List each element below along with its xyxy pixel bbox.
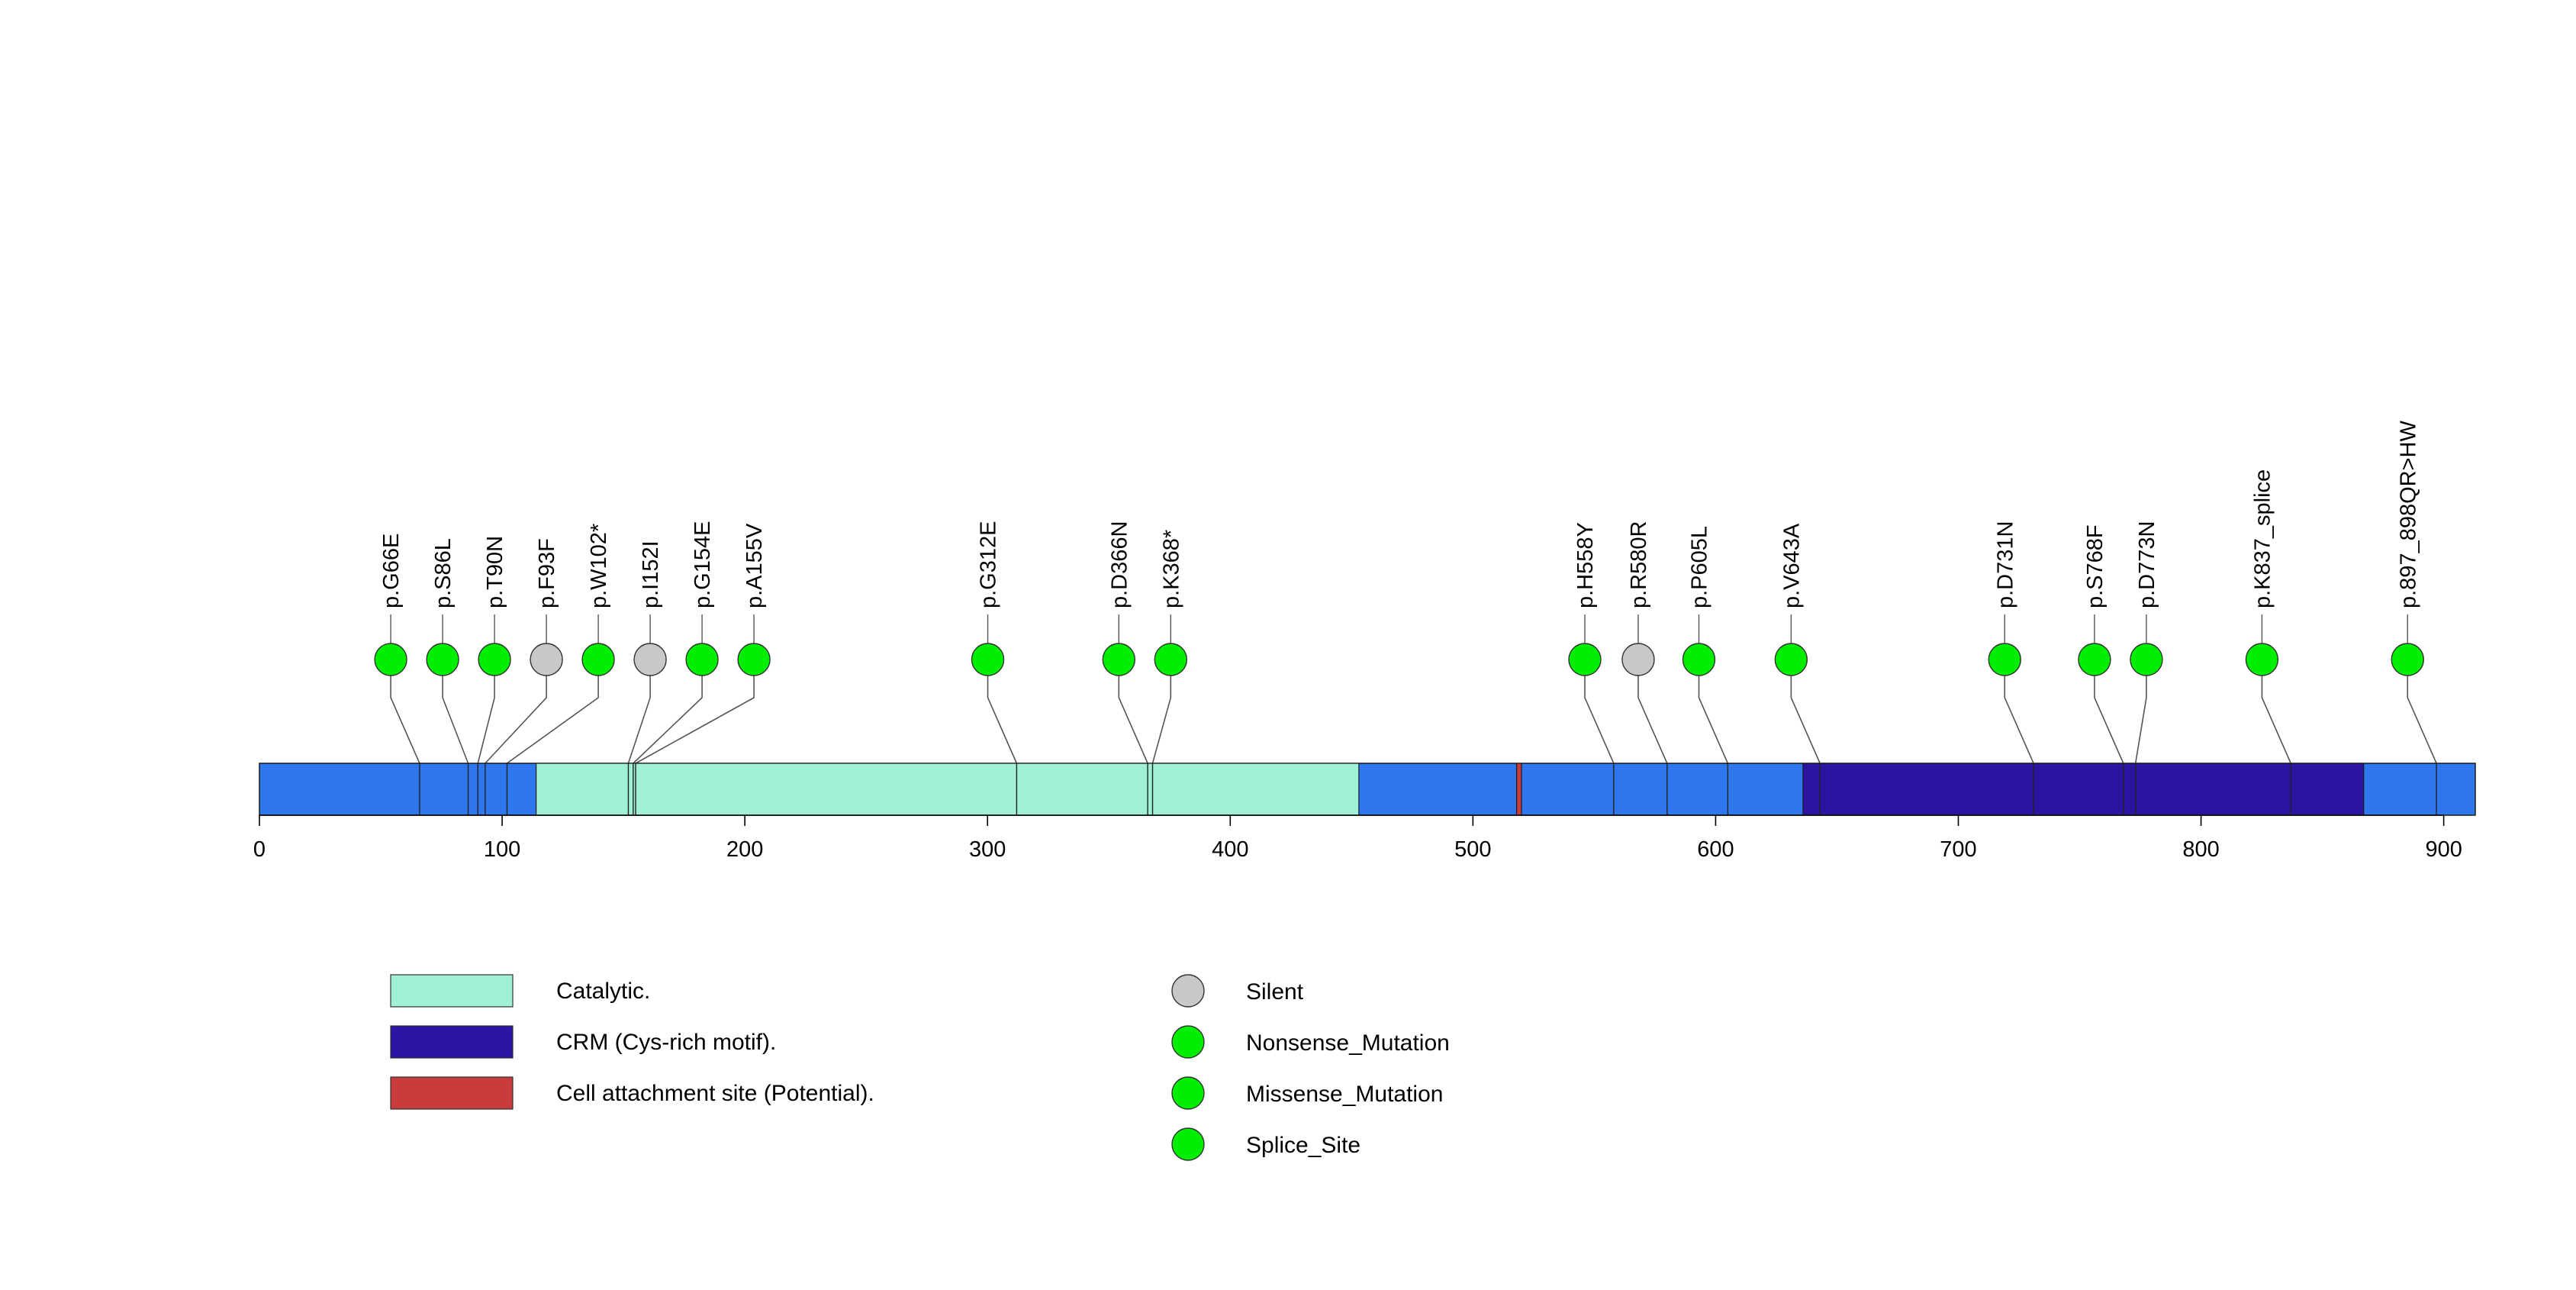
mutation-point-p-h558y [1568,643,1602,676]
mutation-label: p.H558Y [1573,522,1598,608]
legend-marker-nonsense-mutation [1171,1025,1205,1059]
mutation-label: p.W102* [587,524,611,608]
x-tick-label: 100 [484,837,520,862]
legend-label: Nonsense_Mutation [1246,1030,1450,1056]
mutation-label: p.A155V [742,523,767,608]
mutation-point-p-k368 [1154,643,1188,676]
x-tick-label: 500 [1454,837,1491,862]
mutation-point-p-897-898qr-hw [2391,643,2424,676]
mutation-legend: Silent Nonsense_Mutation Missense_Mutation… [1171,974,1450,1161]
mutation-point-p-t90n [478,643,511,676]
mutation-site-lines [419,763,2437,815]
mutation-point-p-g154e [685,643,719,676]
mutation-point-p-f93f [530,643,563,676]
connector-p-g154e [633,660,703,764]
mutation-label: p.D773N [2135,521,2159,608]
legend-swatch-catalytic [390,974,514,1008]
mutation-point-p-a155v [737,643,771,676]
legend-label: Catalytic. [556,979,650,1004]
mutation-point-p-v643a [1774,643,1808,676]
x-tick-label: 300 [969,837,1006,862]
mutation-label: p.D366N [1107,521,1132,608]
mutation-point-p-s86l [426,643,459,676]
x-tick-label: 0 [253,837,266,862]
x-tick-label: 800 [2182,837,2219,862]
legend-label: Cell attachment site (Potential). [556,1081,874,1106]
connector-p-w102 [506,660,599,764]
legend-label: Missense_Mutation [1246,1082,1443,1107]
mutation-point-p-g312e [971,643,1005,676]
mutation-point-p-r580r [1621,643,1655,676]
mutation-point-p-w102 [581,643,615,676]
x-tick-label: 900 [2425,837,2462,862]
legend-label: CRM (Cys-rich motif). [556,1030,776,1055]
mutation-label: p.D731N [1993,521,2017,608]
domain-catalytic [536,763,1360,816]
x-tick-label: 700 [1940,837,1976,862]
mutation-label: p.S768F [2083,524,2107,608]
x-tick-label: 600 [1697,837,1734,862]
mutation-label: p.G312E [977,521,1001,608]
mutation-point-p-p605l [1682,643,1716,676]
legend-swatch-cell-attachment-site-potential [390,1076,514,1110]
domain-crm-cys-rich-motif [1802,763,2365,816]
mutation-point-p-d731n [1988,643,2021,676]
legend-marker-silent [1171,974,1205,1008]
x-tick-label: 400 [1212,837,1248,862]
mutation-point-p-d366n [1102,643,1136,676]
mutation-label: p.897_898QR>HW [2396,421,2420,608]
mutation-point-p-d773n [2130,643,2163,676]
mutation-label: p.S86L [431,538,456,608]
mutation-label: p.K837_splice [2250,469,2275,608]
x-axis: 0 100 200 300 400 500 600 700 800 900 [253,814,2462,862]
domain-legend: Catalytic. CRM (Cys-rich motif). Cell atta… [390,974,874,1110]
mutation-label: p.K368* [1159,530,1183,608]
domain-cell-attachment-site-potential [1516,763,1522,816]
mutation-point-p-k837-splice [2245,643,2279,676]
mutation-point-p-g66e [374,643,407,676]
x-tick-label: 200 [726,837,763,862]
mutation-label: p.V643A [1779,523,1804,608]
legend-label: Splice_Site [1246,1133,1360,1158]
mutation-point-p-i152i [633,643,667,676]
legend-label: Silent [1246,979,1304,1005]
mutation-label: p.F93F [535,538,559,608]
mutation-label: p.P605L [1687,526,1711,608]
mutation-label: p.G66E [379,534,404,608]
mutation-lollipops: p.G66E p.S86L p.T90N p.F93F p.W102* p.I152I p.… [374,421,2424,676]
mutation-label: p.R580R [1627,521,1651,608]
mutation-label: p.G154E [691,521,715,608]
legend-marker-splice-site [1171,1127,1205,1161]
protein-domains [536,763,2365,816]
mutation-point-p-s768f [2078,643,2111,676]
legend-swatch-crm-cys-rich-motif [390,1025,514,1059]
mutation-label: p.T90N [483,536,507,608]
mutation-label: p.I152I [639,540,663,608]
legend-marker-missense-mutation [1171,1076,1205,1110]
